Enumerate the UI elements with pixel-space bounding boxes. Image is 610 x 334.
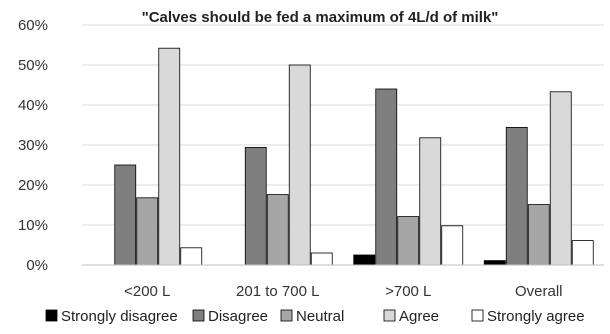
y-tick-label: 30% [18, 137, 48, 154]
legend-swatch [383, 309, 396, 322]
x-tick-label: 201 to 700 L [236, 283, 319, 300]
legend-label: Agree [399, 308, 439, 325]
x-tick-label: <200 L [124, 283, 170, 300]
bar-strongly-disagree [353, 254, 376, 266]
chart-title: "Calves should be fed a maximum of 4L/d … [142, 9, 499, 26]
y-tick-label: 40% [18, 97, 48, 114]
legend-swatch [192, 309, 205, 322]
legend-swatch [45, 309, 58, 322]
x-tick-label: Overall [515, 283, 563, 300]
y-tick-label: 60% [18, 17, 48, 34]
legend-label: Strongly agree [487, 308, 585, 325]
x-tick-label: >700 L [385, 283, 431, 300]
y-tick-label: 10% [18, 217, 48, 234]
y-tick-label: 0% [26, 257, 48, 274]
bar-agree [158, 47, 181, 266]
bar-strongly-agree [310, 252, 333, 266]
legend: Strongly disagree Disagree Neutral Agree Str… [45, 308, 585, 325]
bar-strongly-agree [180, 247, 203, 266]
bar-agree [419, 137, 442, 266]
bar-disagree [244, 146, 267, 266]
bar-neutral [266, 194, 289, 266]
x-axis: <200 L 201 to 700 L >700 L Overall [124, 283, 562, 300]
bar-disagree [505, 127, 528, 266]
bar-neutral [136, 197, 159, 266]
legend-label: Disagree [208, 308, 268, 325]
bar-neutral [527, 204, 550, 266]
legend-swatch [471, 309, 484, 322]
bar-agree [288, 64, 311, 266]
bar-strongly-agree [441, 225, 464, 266]
bar-disagree [375, 88, 398, 266]
bar-strongly-disagree [483, 260, 506, 266]
bars [114, 47, 594, 266]
y-tick-label: 20% [18, 177, 48, 194]
y-tick-label: 50% [18, 57, 48, 74]
legend-label: Neutral [296, 308, 344, 325]
bar-neutral [397, 216, 420, 266]
y-axis: 0% 10% 20% 30% 40% 50% 60% [18, 17, 48, 274]
bar-strongly-agree [571, 240, 594, 266]
legend-swatch [280, 309, 293, 322]
legend-label: Strongly disagree [61, 308, 178, 325]
bar-agree [549, 91, 572, 266]
bar-disagree [114, 164, 137, 266]
